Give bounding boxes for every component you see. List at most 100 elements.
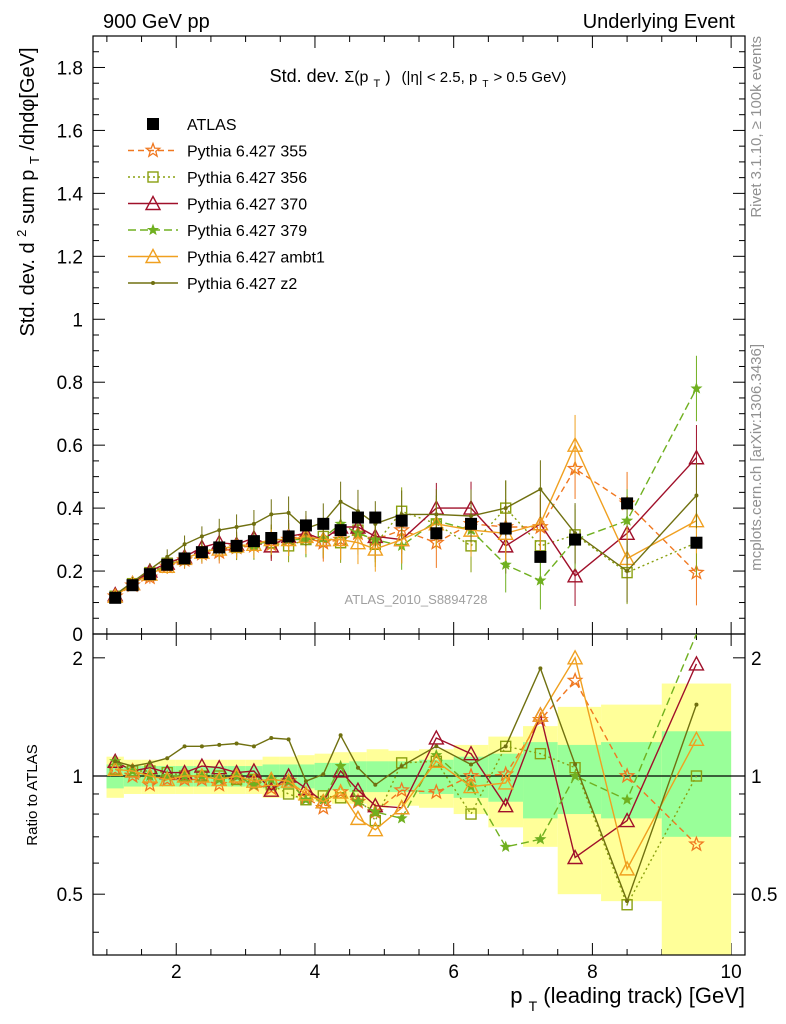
series-point (234, 524, 239, 529)
ratio-y-tick-label-right: 2 (751, 649, 762, 670)
ratio-y-tick-label-right: 1 (751, 767, 762, 788)
ratio-series-point (393, 781, 411, 798)
ratio-series-point (497, 774, 514, 790)
analysis-label: Underlying Event (583, 11, 736, 33)
ratio-series-point (688, 655, 705, 671)
x-tick-label: 10 (721, 962, 742, 983)
series-point (688, 563, 705, 580)
ratio-series-point (462, 778, 480, 794)
series-point (434, 512, 439, 517)
ratio-series-point (349, 809, 367, 826)
atlas-point (369, 511, 382, 524)
series-point (469, 513, 474, 518)
ratio-y-tick-label: 2 (72, 649, 83, 670)
legend-entry: ATLAS (147, 117, 237, 134)
ratio-panel: 2 4 6 8 10 0.5 0.5 1 1 2 2 (57, 633, 777, 983)
ratio-y-tick-label: 0.5 (57, 885, 83, 906)
ratio-series-point (369, 814, 382, 827)
series-point (538, 487, 543, 492)
atlas-point (178, 552, 191, 565)
atlas-point (395, 514, 408, 527)
y-tick-label: 1 (72, 310, 83, 331)
legend-marker (144, 248, 162, 264)
ratio-series-point (621, 793, 634, 805)
ratio-series-point (688, 835, 705, 852)
ratio-series-point (503, 744, 508, 749)
ratio-series-5 (113, 666, 699, 904)
atlas-point (621, 497, 634, 510)
atlas-point (126, 579, 139, 592)
legend-marker (144, 141, 162, 158)
y-tick-label: 1.6 (57, 121, 83, 142)
legend-marker (151, 281, 155, 285)
mcplots-label: mcplots.cern.ch [arXiv:1306.3436] (748, 344, 765, 571)
legend-marker (146, 223, 160, 236)
ratio-series-point (428, 729, 445, 745)
x-title-p: p (510, 983, 522, 1008)
ratio-series-point (534, 832, 547, 845)
y-tick-label: 1.4 (57, 184, 84, 205)
series-point (251, 521, 256, 526)
ratio-series-line (114, 663, 698, 859)
y-tick-label: 1.2 (57, 247, 83, 268)
collision-label: 900 GeV pp (103, 11, 210, 33)
series-point (566, 567, 584, 583)
legend-marker (144, 195, 162, 211)
legend-entry: Pythia 6.427 379 (128, 223, 307, 240)
series-3 (109, 355, 703, 610)
ratio-series-point (286, 737, 291, 742)
y-tick-label: 0 (72, 625, 83, 646)
series-point (315, 531, 332, 547)
ratio-series-point (234, 741, 239, 746)
series-point (499, 558, 512, 570)
ratio-series-point (690, 770, 703, 782)
ratio-series-point (314, 798, 332, 815)
atlas-point (213, 541, 226, 554)
atlas-point (334, 524, 347, 537)
ratio-y-tick-label: 1 (72, 767, 83, 788)
atlas-data (109, 497, 703, 604)
ratio-series-point (182, 744, 187, 749)
ratio-series-point (107, 760, 124, 777)
ratio-series-point (399, 764, 404, 769)
ratio-series-point (245, 772, 263, 788)
ratio-series-point (694, 702, 699, 707)
ratio-series-point (469, 762, 474, 767)
series-point (393, 531, 410, 547)
panel-title-sigma: Σ(p (344, 69, 368, 86)
atlas-point (465, 517, 478, 530)
ratio-series-point (269, 735, 274, 740)
ratio-series-point (434, 744, 439, 749)
main-y-axis-title: Std. dev. d 2 sum p T /dηdφ[GeV] (9, 47, 44, 336)
legend-label: Pythia 6.427 370 (187, 197, 307, 214)
ratio-series-point (282, 788, 295, 800)
atlas-point (247, 535, 260, 548)
ratio-series-point (688, 730, 705, 747)
y-tick-label: 0.8 (57, 373, 83, 394)
ratio-series-point (625, 899, 630, 904)
ratio-series-point (497, 797, 514, 813)
ratio-series-point (538, 666, 543, 671)
atlas-point (230, 539, 243, 552)
legend-label: Pythia 6.427 355 (187, 144, 307, 161)
ratio-series-point (321, 772, 326, 777)
y-tick-label: 0.4 (57, 499, 84, 520)
ratio-series-point (351, 795, 364, 807)
analysis-watermark: ATLAS_2010_S8894728 (345, 592, 488, 607)
ratio-series-point (462, 745, 480, 761)
ratio-series-point (245, 762, 263, 778)
series-point (503, 506, 508, 511)
x-tick-label: 2 (171, 962, 182, 983)
x-tick-label: 4 (310, 962, 321, 983)
series-point (338, 499, 343, 504)
ratio-series-point (332, 783, 350, 800)
ratio-y-tick-label-right: 0.5 (751, 885, 777, 906)
series-5 (113, 460, 699, 603)
ratio-series-point (251, 744, 256, 749)
panel-title-cuts-end: > 0.5 GeV) (493, 69, 566, 86)
atlas-point (499, 522, 512, 535)
ratio-series-point (534, 747, 547, 760)
legend-entry: Pythia 6.427 z2 (128, 276, 297, 293)
ratio-series-point (566, 649, 584, 665)
